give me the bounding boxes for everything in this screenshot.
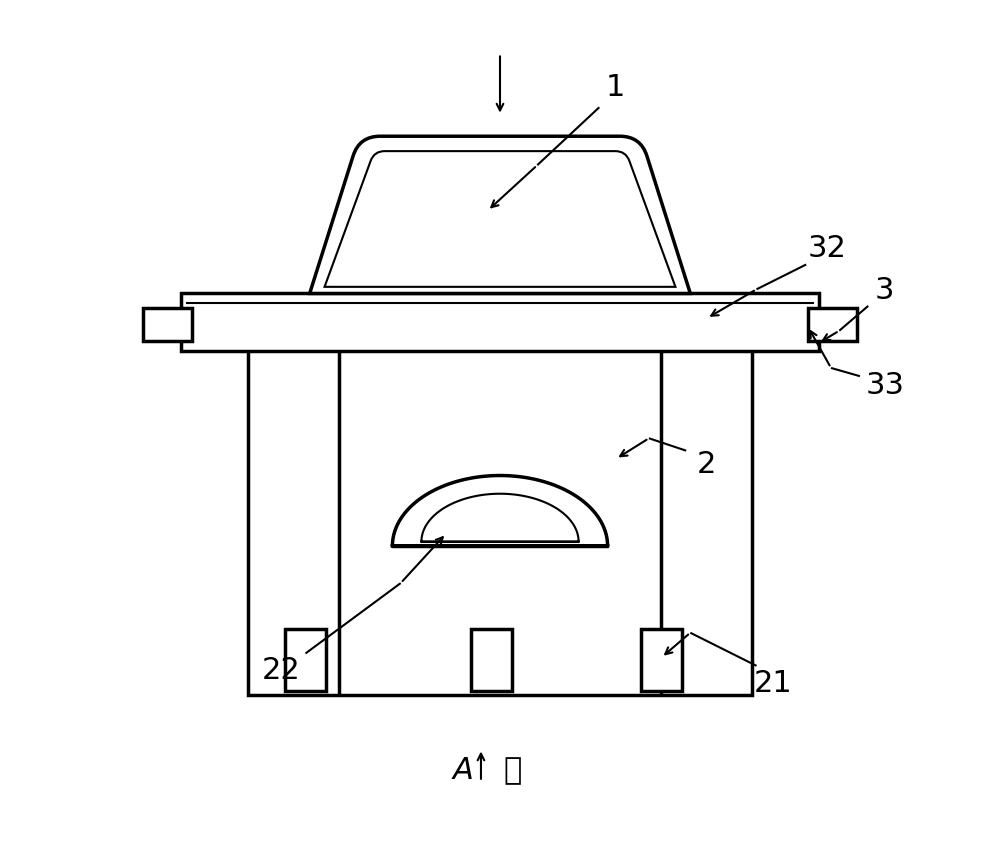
Text: 1: 1: [606, 73, 626, 102]
PathPatch shape: [310, 137, 690, 294]
Text: 向: 向: [503, 755, 522, 784]
Text: 21: 21: [754, 668, 792, 697]
Text: A: A: [452, 755, 473, 784]
Bar: [285, 629, 326, 691]
Bar: [471, 629, 512, 691]
Bar: [808, 308, 857, 341]
Bar: [641, 629, 682, 691]
Bar: [181, 294, 819, 352]
Polygon shape: [421, 494, 579, 542]
Text: 2: 2: [697, 449, 717, 478]
Bar: [143, 308, 192, 341]
Polygon shape: [392, 476, 608, 546]
Text: 3: 3: [875, 276, 895, 305]
Text: 33: 33: [865, 370, 904, 400]
Text: 22: 22: [261, 656, 300, 684]
Text: 32: 32: [807, 234, 846, 263]
Bar: [248, 339, 752, 695]
